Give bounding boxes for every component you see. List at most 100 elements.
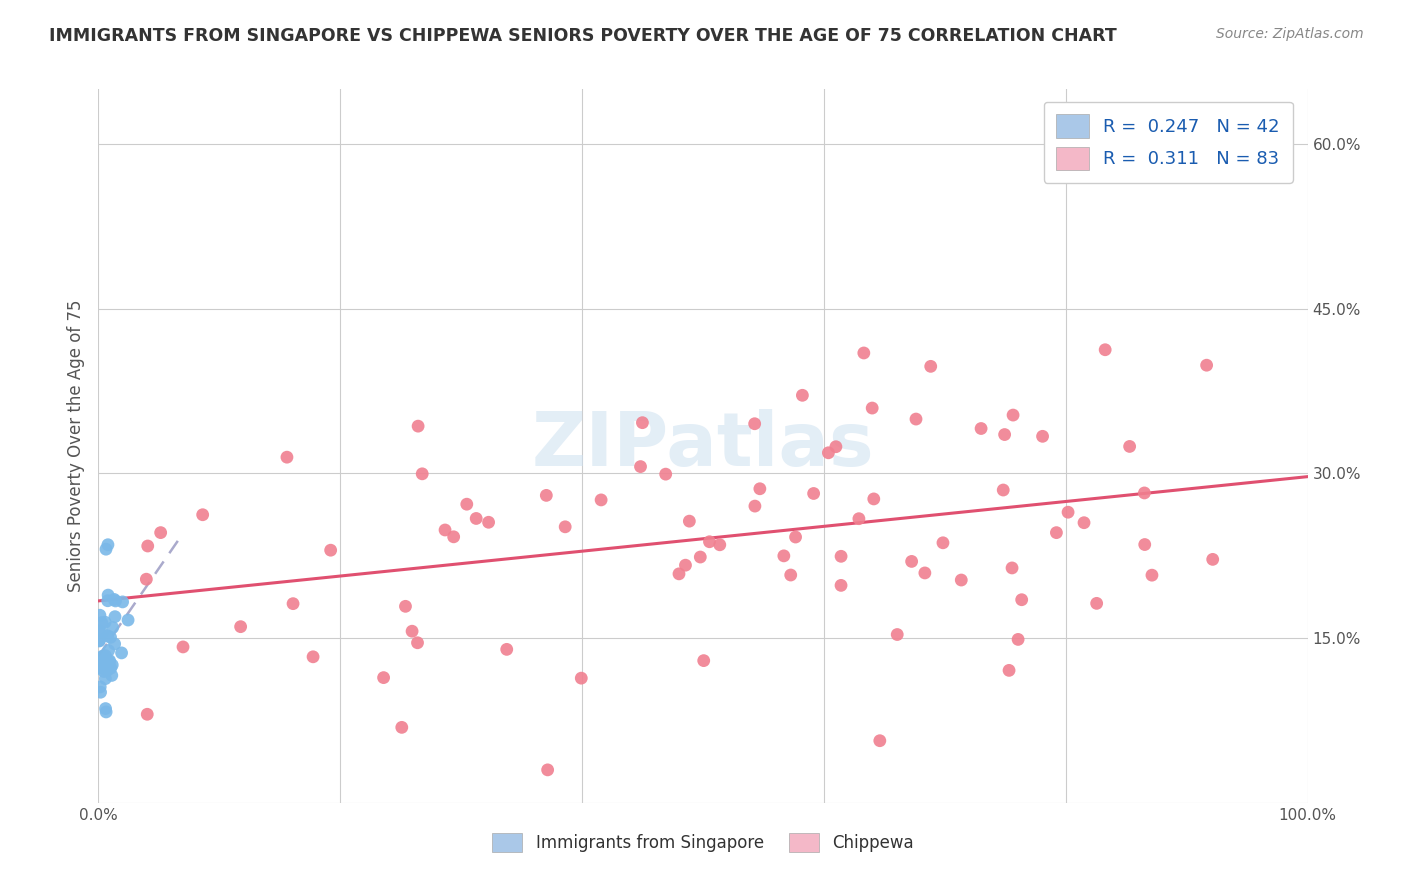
Point: [862, 491, 884, 506]
Point: [591, 492, 613, 507]
Point: [411, 467, 433, 481]
Y-axis label: Seniors Poverty Over the Age of 75: Seniors Poverty Over the Age of 75: [66, 300, 84, 592]
Point: [103, 592, 125, 607]
Point: [94, 701, 117, 715]
Point: [302, 649, 325, 664]
Point: [281, 597, 304, 611]
Point: [136, 539, 159, 553]
Point: [89, 656, 111, 670]
Point: [631, 416, 654, 430]
Point: [668, 566, 690, 581]
Point: [709, 538, 731, 552]
Point: [97, 538, 120, 552]
Point: [97, 643, 120, 657]
Point: [993, 483, 1015, 497]
Point: [825, 440, 848, 454]
Point: [994, 427, 1017, 442]
Point: [136, 707, 159, 722]
Point: [90, 625, 112, 640]
Point: [100, 661, 122, 675]
Point: [860, 401, 883, 415]
Point: [852, 346, 875, 360]
Point: [554, 520, 576, 534]
Point: [117, 613, 139, 627]
Point: [932, 536, 955, 550]
Point: [950, 573, 973, 587]
Point: [319, 543, 342, 558]
Point: [104, 609, 127, 624]
Point: [96, 663, 118, 677]
Point: [773, 549, 796, 563]
Point: [98, 654, 121, 668]
Point: [495, 642, 517, 657]
Point: [1073, 516, 1095, 530]
Point: [394, 599, 416, 614]
Point: [276, 450, 298, 465]
Point: [135, 572, 157, 586]
Point: [744, 499, 766, 513]
Point: [401, 624, 423, 639]
Point: [1202, 552, 1225, 566]
Point: [817, 446, 839, 460]
Point: [89, 608, 111, 623]
Point: [830, 578, 852, 592]
Point: [1057, 505, 1080, 519]
Point: [1133, 537, 1156, 551]
Point: [1002, 408, 1025, 422]
Point: [373, 671, 395, 685]
Point: [848, 511, 870, 525]
Point: [744, 417, 766, 431]
Point: [920, 359, 942, 374]
Point: [100, 630, 122, 644]
Point: [87, 634, 110, 648]
Point: [229, 620, 252, 634]
Point: [90, 685, 112, 699]
Point: [90, 615, 112, 630]
Point: [1085, 596, 1108, 610]
Point: [172, 640, 194, 654]
Point: [104, 594, 127, 608]
Point: [1118, 439, 1140, 453]
Point: [1045, 525, 1067, 540]
Text: IMMIGRANTS FROM SINGAPORE VS CHIPPEWA SENIORS POVERTY OVER THE AGE OF 75 CORRELA: IMMIGRANTS FROM SINGAPORE VS CHIPPEWA SE…: [49, 27, 1116, 45]
Point: [110, 646, 132, 660]
Point: [89, 633, 111, 648]
Point: [406, 419, 429, 434]
Point: [94, 648, 117, 663]
Point: [94, 705, 117, 719]
Point: [391, 720, 413, 734]
Point: [785, 530, 807, 544]
Point: [465, 511, 488, 525]
Point: [998, 664, 1021, 678]
Point: [748, 482, 770, 496]
Point: [675, 558, 697, 573]
Point: [900, 554, 922, 568]
Point: [191, 508, 214, 522]
Point: [1133, 486, 1156, 500]
Point: [94, 542, 117, 557]
Point: [406, 636, 429, 650]
Point: [869, 733, 891, 747]
Point: [1001, 561, 1024, 575]
Point: [94, 615, 117, 630]
Point: [101, 668, 124, 682]
Text: ZIPatlas: ZIPatlas: [531, 409, 875, 483]
Point: [1007, 632, 1029, 647]
Point: [456, 497, 478, 511]
Point: [914, 566, 936, 580]
Point: [569, 671, 592, 685]
Point: [478, 515, 501, 529]
Point: [1011, 592, 1033, 607]
Point: [630, 459, 652, 474]
Point: [87, 624, 110, 638]
Point: [886, 627, 908, 641]
Point: [904, 412, 927, 426]
Point: [1094, 343, 1116, 357]
Point: [101, 621, 124, 635]
Point: [91, 648, 114, 663]
Point: [104, 637, 127, 651]
Point: [90, 660, 112, 674]
Point: [1195, 358, 1218, 372]
Point: [792, 388, 814, 402]
Point: [97, 629, 120, 643]
